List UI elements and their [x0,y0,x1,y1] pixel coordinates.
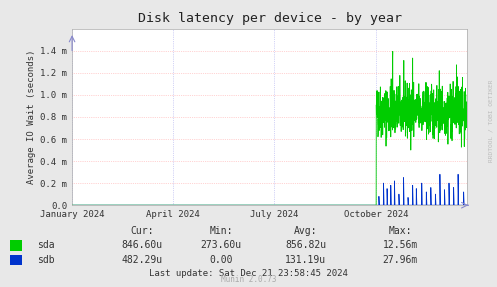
Text: Last update: Sat Dec 21 23:58:45 2024: Last update: Sat Dec 21 23:58:45 2024 [149,269,348,278]
Text: 27.96m: 27.96m [383,255,417,265]
Y-axis label: Average IO Wait (seconds): Average IO Wait (seconds) [27,50,36,184]
Text: 273.60u: 273.60u [201,241,242,250]
Text: RRDTOOL / TOBI OETIKER: RRDTOOL / TOBI OETIKER [489,79,494,162]
Text: 846.60u: 846.60u [121,241,162,250]
Text: Avg:: Avg: [294,226,318,236]
Text: 131.19u: 131.19u [285,255,326,265]
Text: Cur:: Cur: [130,226,154,236]
Text: sdb: sdb [37,255,55,265]
Text: 0.00: 0.00 [209,255,233,265]
Text: Munin 2.0.73: Munin 2.0.73 [221,275,276,284]
Text: 856.82u: 856.82u [285,241,326,250]
Text: 12.56m: 12.56m [383,241,417,250]
Text: Min:: Min: [209,226,233,236]
Text: sda: sda [37,241,55,250]
Text: 482.29u: 482.29u [121,255,162,265]
Text: Max:: Max: [388,226,412,236]
Title: Disk latency per device - by year: Disk latency per device - by year [138,12,402,25]
